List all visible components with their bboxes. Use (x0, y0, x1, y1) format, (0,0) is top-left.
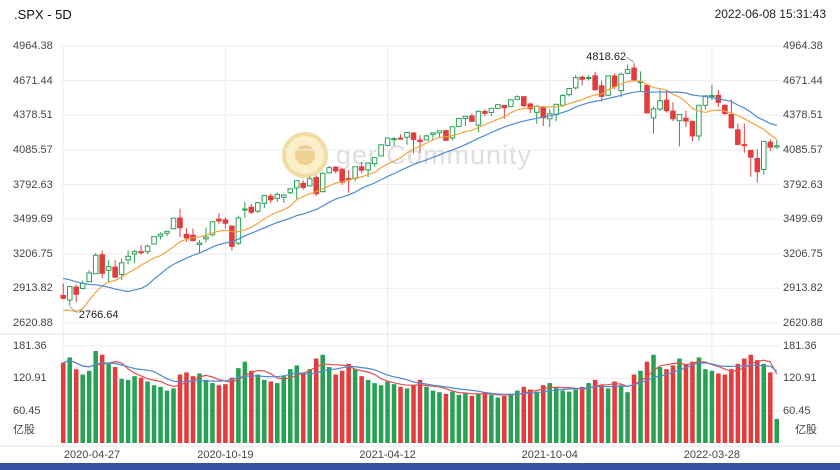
x-axis-label: 2021-04-12 (359, 449, 416, 461)
symbol-title[interactable]: .SPX - 5D (14, 6, 72, 22)
price-axis-label-right: 4964.38 (783, 40, 823, 52)
price-axis-label-left: 2620.88 (13, 317, 53, 329)
x-axis-label: 2020-10-19 (197, 449, 254, 461)
period-high-label: 4818.62 (586, 51, 627, 64)
price-axis-label-left: 3206.75 (13, 247, 53, 260)
x-axis-label: 2020-04-27 (63, 449, 121, 461)
volume-axis-label-right: 181.36 (783, 340, 817, 352)
price-axis-label-left: 4085.57 (13, 143, 53, 156)
volume-axis-label-right: 120.91 (783, 372, 817, 385)
price-axis-label-right: 2620.88 (783, 317, 823, 329)
volume-unit-label-left: 亿股 (13, 424, 35, 436)
price-axis-label-left: 4671.44 (13, 74, 53, 87)
volume-unit-label-right: 亿股 (795, 424, 817, 436)
period-low-label: 2766.64 (78, 308, 119, 321)
volume-axis-label-right: 60.45 (783, 404, 811, 417)
price-axis-label-left: 3792.63 (13, 178, 53, 191)
price-axis-label-left: 2913.82 (13, 282, 53, 295)
x-axis-label: 2022-03-28 (683, 449, 741, 461)
price-axis-label-right: 4085.57 (783, 143, 823, 156)
price-axis-label-right: 3499.69 (783, 213, 823, 226)
x-axis-label: 2021-10-04 (521, 449, 578, 461)
price-axis-label-right: 4378.51 (783, 109, 823, 122)
price-axis-label-right: 3206.75 (783, 247, 823, 260)
price-axis-label-right: 2913.82 (783, 282, 823, 295)
volume-axis-label-left: 181.36 (13, 340, 47, 352)
volume-axis-label-left: 120.91 (13, 372, 47, 385)
price-axis-label-left: 4964.38 (13, 40, 53, 52)
price-axis-label-right: 3792.63 (783, 178, 823, 191)
volume-axis-label-left: 60.45 (13, 404, 41, 417)
price-axis-label-left: 3499.69 (13, 213, 53, 226)
chart-header: .SPX - 5D 2022-06-08 15:31:43 (0, 0, 840, 28)
bottom-scrollbar[interactable] (0, 463, 840, 470)
timestamp: 2022-06-08 15:31:43 (714, 7, 826, 21)
price-axis-label-right: 4671.44 (783, 74, 823, 87)
price-axis-label-left: 4378.51 (13, 109, 53, 122)
